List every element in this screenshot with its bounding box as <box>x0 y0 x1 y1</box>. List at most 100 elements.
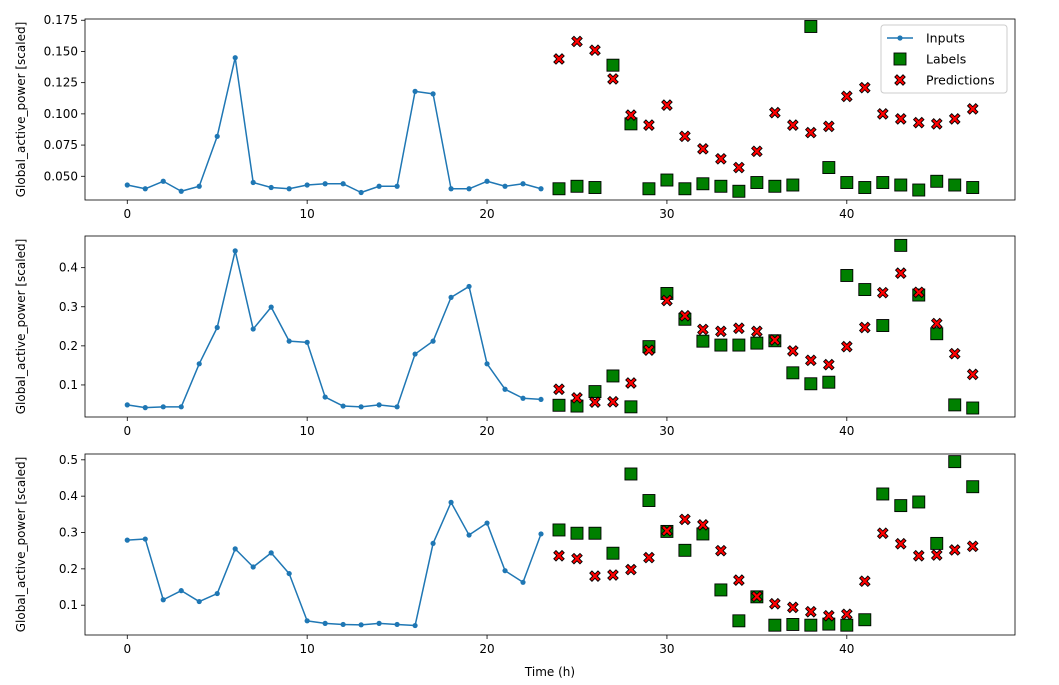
inputs-point <box>502 568 508 574</box>
inputs-point <box>178 404 184 410</box>
inputs-point <box>268 184 274 191</box>
y-tick-label: 0.050 <box>44 169 78 183</box>
legend-box <box>880 24 1008 94</box>
label-marker <box>624 400 638 414</box>
label-marker <box>750 176 764 189</box>
label-marker <box>948 398 962 412</box>
x-tick-label: 30 <box>659 642 674 656</box>
label-marker <box>966 401 980 415</box>
axes-frame <box>84 18 1016 201</box>
prediction-marker <box>607 73 619 85</box>
inputs-point <box>358 189 364 196</box>
y-tick-label: 0.100 <box>44 107 78 121</box>
prediction-marker <box>840 90 853 103</box>
label-marker <box>930 174 944 188</box>
label-marker <box>714 338 728 352</box>
inputs-point <box>430 91 436 97</box>
series-inputs <box>124 248 544 411</box>
inputs-point <box>304 339 310 345</box>
inputs-point <box>196 361 202 367</box>
label-marker <box>570 526 584 540</box>
prediction-marker <box>769 597 781 610</box>
label-marker <box>714 583 728 597</box>
x-tick-label: 20 <box>479 642 494 656</box>
inputs-point <box>466 283 472 290</box>
series-inputs <box>124 55 544 196</box>
y-tick-label: 0.1 <box>59 598 78 612</box>
inputs-point <box>322 620 328 626</box>
prediction-marker <box>733 574 745 586</box>
inputs-point <box>160 178 166 184</box>
prediction-marker <box>607 395 619 408</box>
prediction-marker <box>679 513 691 526</box>
prediction-marker <box>894 267 907 279</box>
inputs-point <box>376 183 382 189</box>
label-marker <box>732 338 746 352</box>
label-marker <box>624 467 638 481</box>
prediction-marker <box>912 116 925 129</box>
prediction-marker <box>553 53 565 65</box>
prediction-marker <box>822 120 835 133</box>
y-tick-label: 0.2 <box>59 339 78 353</box>
inputs-point <box>412 88 418 94</box>
label-marker <box>768 618 782 632</box>
prediction-marker <box>715 152 727 165</box>
prediction-marker <box>643 344 655 356</box>
inputs-point <box>538 531 544 537</box>
inputs-point <box>268 550 274 556</box>
axes-frame <box>84 453 1016 636</box>
label-marker <box>786 366 800 380</box>
label-marker <box>876 487 890 501</box>
prediction-marker <box>822 358 835 371</box>
inputs-point <box>430 540 436 547</box>
inputs-point <box>178 188 184 194</box>
prediction-marker <box>769 334 781 346</box>
inputs-point <box>250 179 256 186</box>
inputs-point <box>322 394 328 400</box>
prediction-marker <box>553 549 565 562</box>
legend-label-labels: Labels <box>926 52 966 67</box>
label-marker <box>552 398 566 412</box>
prediction-marker <box>697 142 709 155</box>
label-marker <box>642 494 656 507</box>
prediction-marker <box>751 325 763 338</box>
prediction-marker <box>643 551 655 564</box>
inputs-point <box>484 520 490 526</box>
prediction-marker <box>912 286 925 299</box>
prediction-marker <box>733 322 745 335</box>
prediction-marker <box>930 317 943 330</box>
label-marker <box>552 523 566 537</box>
legend-label-predictions: Predictions <box>926 73 995 88</box>
label-marker <box>552 182 566 196</box>
inputs-point <box>466 532 472 538</box>
x-tick-label: 20 <box>479 207 494 221</box>
prediction-marker <box>912 549 925 562</box>
x-tick-label: 40 <box>839 424 854 438</box>
label-marker <box>804 20 818 33</box>
label-marker <box>804 377 818 391</box>
inputs-point <box>286 186 292 192</box>
prediction-marker <box>966 368 979 381</box>
label-marker <box>840 618 854 632</box>
label-marker <box>588 181 602 194</box>
inputs-point <box>394 404 400 410</box>
inputs-point <box>286 570 292 577</box>
inputs-point <box>142 536 148 542</box>
y-tick-label: 0.3 <box>59 300 78 314</box>
inputs-point <box>214 133 220 139</box>
prediction-marker <box>679 309 691 322</box>
label-marker <box>966 480 980 494</box>
prediction-marker <box>822 609 835 622</box>
label-marker <box>804 618 818 632</box>
x-tick-label: 0 <box>123 207 131 221</box>
inputs-point <box>448 294 454 300</box>
prediction-marker <box>966 540 979 553</box>
prediction-marker <box>804 354 817 367</box>
prediction-marker <box>625 563 637 576</box>
inputs-point <box>250 564 256 570</box>
inputs-point <box>466 186 472 192</box>
label-marker <box>732 614 746 628</box>
prediction-marker <box>787 119 799 131</box>
prediction-marker <box>571 392 583 404</box>
